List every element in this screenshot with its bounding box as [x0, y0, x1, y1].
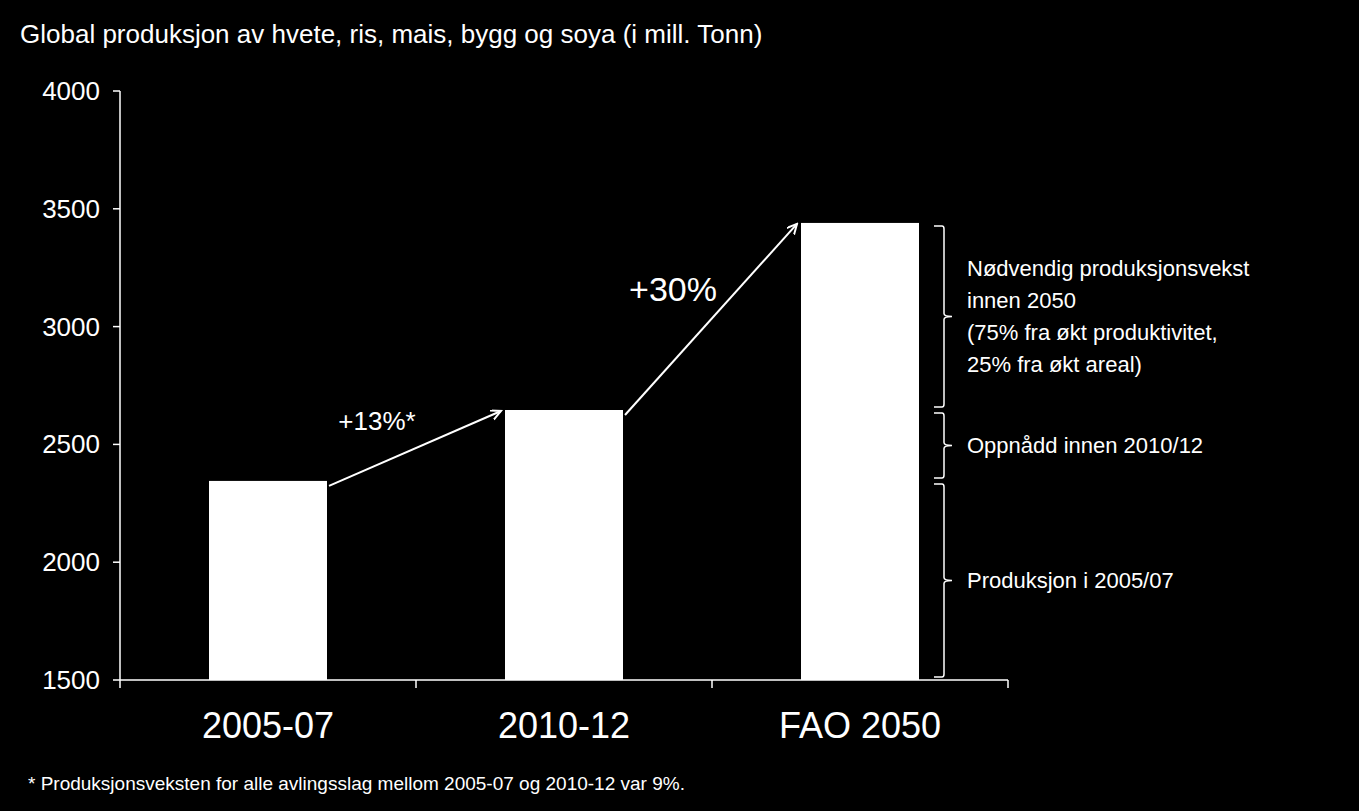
- brace: [934, 413, 952, 478]
- y-tick: [113, 326, 120, 328]
- footnote: * Produksjonsveksten for alle avlingssla…: [28, 773, 685, 794]
- brace-label: (75% fra økt produktivitet,: [967, 320, 1218, 345]
- y-tick-label: 3500: [42, 194, 100, 224]
- x-tick: [711, 680, 713, 688]
- y-tick-label: 4000: [42, 76, 100, 106]
- brace: [934, 484, 952, 677]
- x-tick: [415, 680, 417, 688]
- brace: [934, 226, 952, 407]
- y-axis: [119, 91, 121, 680]
- x-tick-label: 2005-07: [202, 705, 334, 746]
- x-tick: [1007, 680, 1009, 688]
- chart: Global produksjon av hvete, ris, mais, b…: [0, 0, 1359, 811]
- x-tick: [119, 680, 121, 688]
- y-tick-label: 3000: [42, 312, 100, 342]
- brace-label: 25% fra økt areal): [967, 352, 1142, 377]
- y-tick: [113, 444, 120, 446]
- y-tick: [113, 561, 120, 563]
- y-tick-label: 2500: [42, 429, 100, 459]
- brace-label: Oppnådd innen 2010/12: [967, 433, 1203, 458]
- brace-label: innen 2050: [967, 288, 1076, 313]
- bar: [801, 223, 919, 680]
- title: Global produksjon av hvete, ris, mais, b…: [20, 19, 762, 49]
- x-tick-label: FAO 2050: [779, 705, 941, 746]
- y-tick-label: 1500: [42, 665, 100, 695]
- y-tick: [113, 679, 120, 681]
- brace-label: Produksjon i 2005/07: [967, 568, 1174, 593]
- bars: [209, 223, 919, 680]
- y-tick: [113, 208, 120, 210]
- y-tick-label: 2000: [42, 547, 100, 577]
- bar: [505, 410, 623, 680]
- y-tick: [113, 90, 120, 92]
- x-tick-label: 2010-12: [498, 705, 630, 746]
- bar: [209, 481, 327, 680]
- background: [0, 0, 1359, 811]
- brace-label: Nødvendig produksjonsvekst: [967, 256, 1249, 281]
- change-label: +30%: [629, 270, 717, 308]
- change-label: +13%*: [338, 406, 415, 436]
- change-arrow: [625, 224, 797, 415]
- x-axis: [120, 679, 1008, 681]
